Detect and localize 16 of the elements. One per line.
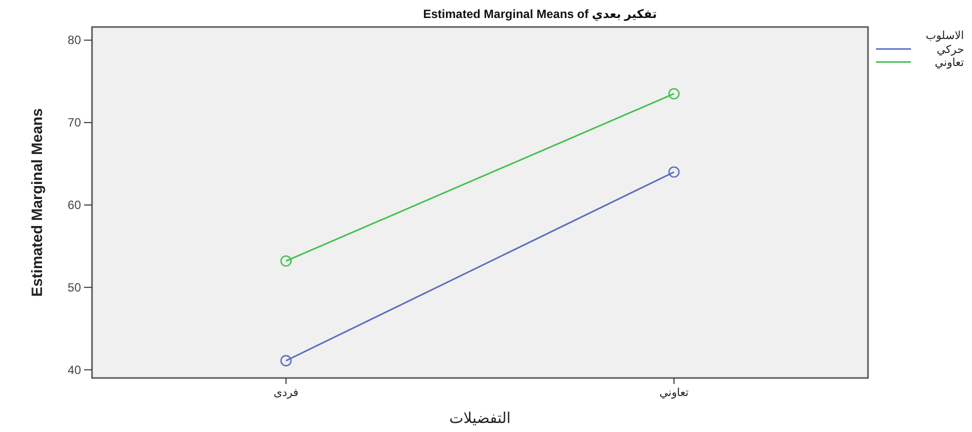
x-tick-label: فردى (274, 387, 298, 399)
y-tick-label: 70 (68, 116, 82, 130)
point (280, 355, 292, 366)
y-tick-label: 80 (68, 33, 82, 48)
point (668, 88, 680, 100)
legend-label: حركي (936, 44, 964, 56)
y-axis-title: Estimated Marginal Means (29, 108, 46, 297)
chart-title: Estimated Marginal Means of تفكير بعدي (423, 7, 657, 21)
point (668, 166, 680, 178)
legend-title: الاسلوب (926, 30, 964, 42)
x-axis-title: التفضيلات (449, 410, 511, 427)
y-tick-label: 40 (68, 362, 82, 377)
legend-label: تعاوني (934, 57, 964, 69)
point (280, 255, 292, 267)
y-tick-label: 50 (68, 280, 82, 294)
y-tick-label: 60 (68, 198, 82, 212)
